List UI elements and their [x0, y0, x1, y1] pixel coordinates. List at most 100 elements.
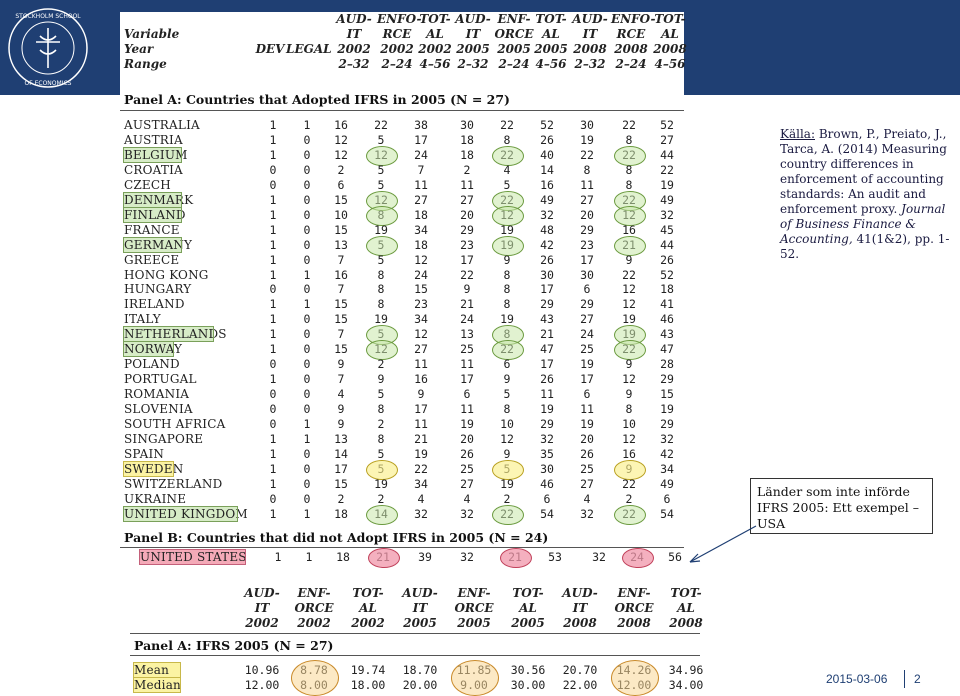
cell-value: 16 — [540, 177, 554, 192]
cell-value: 27 — [460, 192, 474, 207]
cell-value: 0 — [303, 476, 311, 491]
cell-value: 25 — [460, 461, 474, 476]
cell-value: 1 — [269, 252, 277, 267]
header-col-5-l1: ENF- — [497, 12, 531, 26]
cell-value: 17 — [580, 372, 594, 387]
cell-value: 29 — [540, 297, 554, 312]
country-name: DENMARK — [123, 191, 194, 208]
cell-value: 6 — [663, 491, 671, 506]
cell-value: 53 — [548, 550, 562, 564]
header-col-5-l2: ORCE — [494, 27, 534, 41]
cell-value: 1 — [269, 222, 277, 237]
summary-value: 34.00 — [668, 678, 704, 692]
country-name: FINLAND — [123, 206, 186, 223]
cell-value: 5 — [377, 327, 385, 342]
cell-value: 26 — [460, 446, 474, 461]
cell-value: 24 — [630, 550, 644, 564]
cell-value: 43 — [660, 327, 674, 342]
cell-value: 17 — [580, 252, 594, 267]
cell-value: 12 — [622, 431, 636, 446]
cell-value: 30 — [580, 267, 594, 282]
cell-value: 8 — [583, 162, 591, 177]
panel-b-title: Panel B: Countries that did not Adopt IF… — [124, 530, 549, 545]
table-row: NETHERLANDS 1 0 7 5 12 13 8 21 24 19 43 — [120, 325, 684, 346]
cell-value: 23 — [460, 237, 474, 252]
cell-value: 7 — [337, 327, 345, 342]
cell-value: 27 — [414, 192, 428, 207]
table-row: DENMARK 1 0 15 12 27 27 22 49 27 22 49 — [120, 190, 684, 211]
country-name: NORWAY — [123, 341, 183, 358]
cell-value: 4 — [417, 491, 425, 506]
summary-header-col-7-l2: IT — [572, 601, 588, 615]
cell-value: 0 — [303, 387, 311, 402]
header-col-3-l4: 4–56 — [419, 57, 451, 71]
cell-value: 9 — [417, 387, 425, 402]
cell-value: 1 — [303, 506, 311, 521]
cell-value: 2 — [337, 162, 345, 177]
country-name: UNITED KINGDOM — [122, 505, 248, 522]
header-line-2: Variable IT RCE AL IT ORCE AL IT RCE AL — [120, 27, 684, 43]
cell-value: 16 — [334, 118, 348, 132]
table-row: POLAND 0 0 9 2 11 11 6 17 19 9 28 — [120, 357, 684, 372]
cell-value: 5 — [503, 177, 511, 192]
cell-value: 11 — [414, 177, 428, 192]
cell-value: 5 — [377, 237, 385, 252]
cell-value: 25 — [460, 342, 474, 357]
cell-value: 45 — [660, 222, 674, 237]
header-col-4-l4: 2–32 — [457, 57, 489, 71]
cell-value: 5 — [503, 387, 511, 402]
cell-value: 8 — [503, 267, 511, 282]
cell-value: 0 — [303, 237, 311, 252]
cell-value: 22 — [374, 118, 388, 132]
summary-row: Mean 10.96 8.78 19.74 18.70 11.85 30.56 20.70 14… — [130, 662, 703, 678]
cell-value: 19 — [500, 476, 514, 491]
country-name: PORTUGAL — [124, 372, 197, 387]
cell-value: 0 — [303, 147, 311, 162]
summary-value: 9.00 — [460, 678, 488, 692]
cell-value: 5 — [377, 252, 385, 267]
cell-value: 17 — [540, 282, 554, 297]
cell-value: 11 — [460, 357, 474, 372]
cell-value: 27 — [460, 476, 474, 491]
cell-value: 9 — [625, 387, 633, 402]
cell-value: 34 — [414, 312, 428, 327]
cell-value: 0 — [269, 162, 277, 177]
cell-value: 5 — [377, 162, 385, 177]
cell-value: 20 — [460, 207, 474, 222]
footer-date: 2015-03-06 — [826, 672, 888, 686]
panel-a-rule — [120, 110, 684, 111]
cell-value: 9 — [337, 357, 345, 372]
country-name: SWEDEN — [123, 460, 184, 477]
cell-value: 1 — [269, 476, 277, 491]
cell-value: 42 — [540, 237, 554, 252]
cell-value: 5 — [377, 132, 385, 147]
country-name: UKRAINE — [124, 491, 187, 506]
cell-value: 29 — [660, 372, 674, 387]
cell-value: 6 — [583, 282, 591, 297]
header-col-3-l2: AL — [426, 27, 444, 41]
cell-value: 0 — [303, 252, 311, 267]
cell-value: 1 — [269, 312, 277, 327]
cell-value: 29 — [460, 222, 474, 237]
cell-value: 22 — [500, 118, 514, 132]
cell-value: 1 — [269, 461, 277, 476]
header-col-8-l3: 2008 — [614, 42, 648, 56]
cell-value: 4 — [337, 387, 345, 402]
table-row: BELGIUM 1 0 12 12 24 18 22 40 22 22 44 — [120, 145, 684, 166]
cell-value: 4 — [583, 491, 591, 506]
cell-value: 17 — [540, 357, 554, 372]
cell-value: 43 — [540, 312, 554, 327]
summary-rule-top — [130, 633, 700, 634]
cell-value: 2 — [337, 491, 345, 506]
header-col-2-l1: ENFO- — [377, 12, 422, 26]
cell-value: 12 — [622, 282, 636, 297]
cell-value: 0 — [303, 461, 311, 476]
cell-value: 21 — [540, 327, 554, 342]
cell-value: 0 — [269, 177, 277, 192]
cell-value: 23 — [414, 297, 428, 312]
summary-header-col-8-l1: ENF- — [617, 586, 651, 600]
header-line-1: AUD- ENFO- TOT- AUD- ENF- TOT- AUD- ENFO- TOT- — [120, 12, 685, 28]
summary-header-col-4-l3: 2005 — [403, 616, 437, 630]
cell-value: 10 — [622, 417, 636, 431]
cell-value: 34 — [414, 476, 428, 491]
